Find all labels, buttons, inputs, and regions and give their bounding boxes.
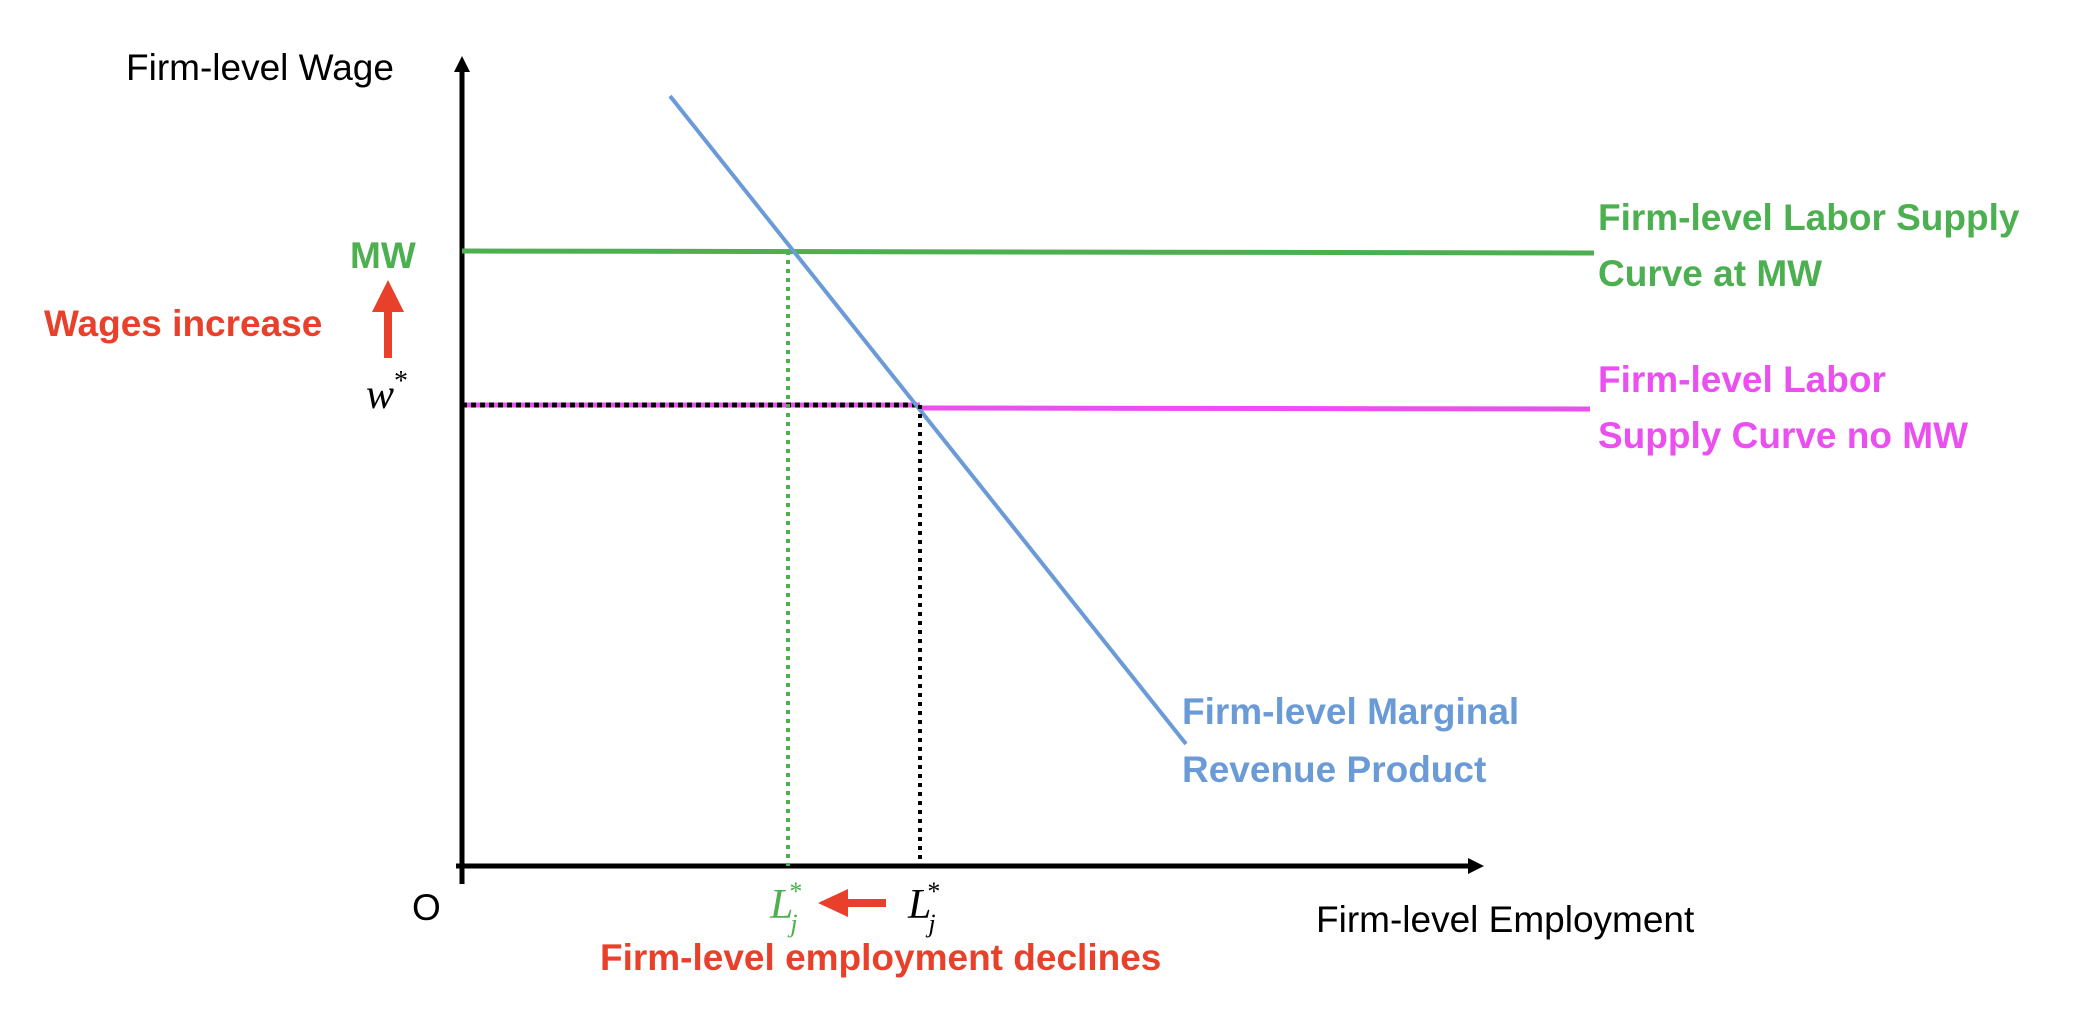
supply-nomw-label-line1: Firm-level Labor [1598,359,1886,400]
supply-mw-label-line2: Curve at MW [1598,253,1822,294]
wages-increase-arrowhead [372,280,404,312]
mrp-label-line1: Firm-level Marginal [1182,691,1519,732]
y-axis-title: Firm-level Wage [126,47,394,88]
employment-declines-arrowhead [818,889,848,917]
supply-curve-mw [461,248,1595,256]
wages-increase-label: Wages increase [44,303,322,344]
supply-curve-no-mw [919,405,1591,412]
w-star-label: w* [366,366,408,418]
mw-label: MW [350,235,416,276]
x-axis-title: Firm-level Employment [1316,899,1695,940]
origin-label: O [412,887,441,928]
supply-nomw-label-line2: Supply Curve no MW [1598,415,1968,456]
mrp-label-line2: Revenue Product [1182,749,1486,790]
employment-declines-label: Firm-level employment declines [600,937,1161,978]
l-star-label: L* j [907,877,940,938]
supply-mw-label-line1: Firm-level Labor Supply [1598,197,2020,238]
mrp-curve [668,94,1188,746]
l-mw-label: L* j [769,877,802,938]
